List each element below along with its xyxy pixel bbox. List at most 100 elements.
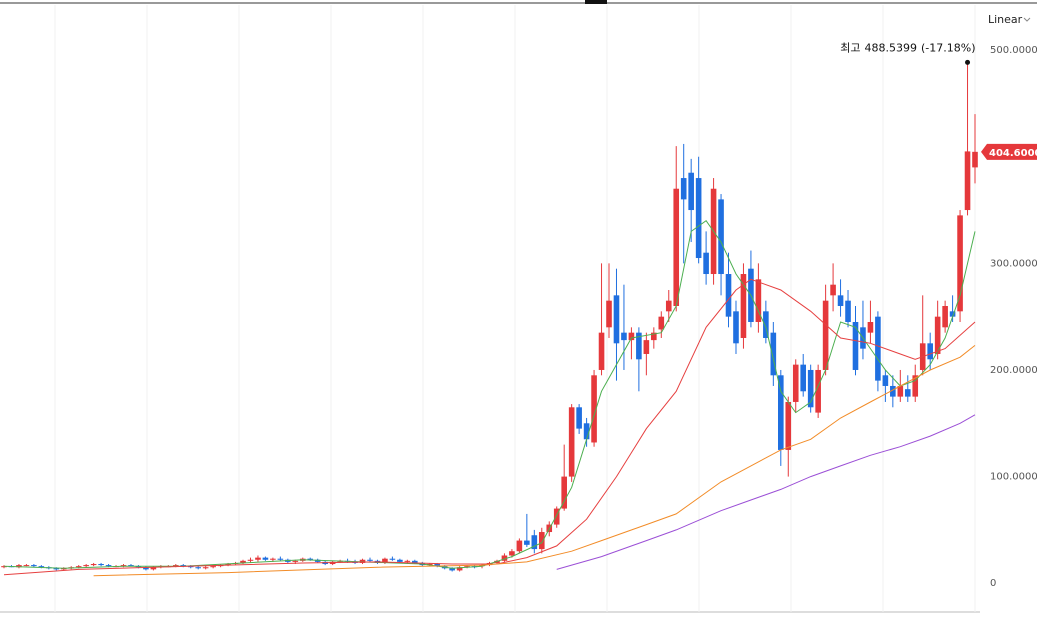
- high-annotation-label: 최고: [840, 41, 860, 54]
- candle-body: [882, 375, 889, 386]
- candle-body: [897, 385, 904, 397]
- candle-body: [972, 151, 978, 168]
- candle-body: [755, 279, 762, 322]
- candle-body: [830, 284, 836, 296]
- candle-body: [412, 560, 418, 563]
- candle-body: [964, 151, 971, 211]
- candle-body: [225, 564, 231, 566]
- y-tick-label: 200.0000: [990, 365, 1037, 376]
- candle-body: [792, 364, 799, 402]
- candle-body: [501, 555, 508, 561]
- candle-body: [434, 564, 441, 567]
- candle-body: [553, 508, 560, 525]
- candle-body: [770, 332, 777, 376]
- current-price-tag: [981, 143, 1037, 160]
- candle-body: [643, 340, 650, 354]
- candle-body: [277, 558, 284, 560]
- candle-body: [695, 178, 702, 259]
- candle-body: [307, 558, 314, 560]
- candle-body: [807, 369, 814, 408]
- candle-body: [822, 300, 829, 370]
- candle-body: [867, 321, 874, 333]
- candle-body: [777, 375, 784, 450]
- candle-body: [688, 172, 694, 211]
- candle-body: [568, 407, 575, 477]
- candle-body: [292, 560, 299, 562]
- candle-body: [479, 565, 485, 567]
- candle-body: [262, 557, 269, 560]
- candle-body: [934, 316, 941, 354]
- candle-body: [949, 311, 956, 317]
- candle-body: [16, 565, 22, 568]
- candle-body: [665, 300, 672, 312]
- candle-body: [598, 332, 605, 370]
- candle-body: [404, 560, 411, 562]
- candle-body: [449, 568, 455, 571]
- candle-body: [359, 559, 366, 563]
- candle-body: [890, 385, 896, 397]
- candle-body: [718, 199, 724, 275]
- candle-body: [875, 316, 881, 381]
- candle-body: [83, 565, 89, 567]
- candle-body: [509, 551, 515, 556]
- candle-body: [150, 567, 157, 570]
- candle-body: [725, 274, 732, 317]
- candle-body: [464, 566, 470, 568]
- candle-body: [90, 564, 97, 566]
- y-tick-label: 500.0000: [990, 45, 1037, 56]
- moving-average-line: [556, 414, 976, 570]
- candle-body: [740, 274, 747, 338]
- y-tick-label: 100.0000: [990, 472, 1037, 483]
- candle-body: [957, 215, 963, 312]
- candle-body: [524, 540, 530, 545]
- dropdown-caret[interactable]: [1023, 17, 1031, 22]
- candle-body: [270, 558, 276, 560]
- candle-body: [247, 559, 254, 561]
- scale-button-label[interactable]: Linear: [988, 13, 1023, 26]
- candle-body: [367, 559, 373, 561]
- candle-body: [576, 407, 582, 429]
- y-tick-label: 300.0000: [990, 258, 1037, 269]
- candle-body: [60, 568, 67, 570]
- scale-button[interactable]: Linear: [988, 13, 1031, 26]
- candle-body: [613, 295, 620, 344]
- candle-body: [98, 564, 104, 566]
- candle-body: [75, 566, 82, 568]
- candle-body: [210, 566, 216, 568]
- candle-body: [382, 558, 388, 563]
- candle-body: [195, 567, 202, 569]
- candle-body: [636, 332, 642, 360]
- candle-body: [621, 332, 627, 341]
- candle-body: [845, 300, 851, 322]
- candle-body: [120, 565, 127, 567]
- candle-body: [942, 306, 948, 328]
- candle-body: [38, 566, 45, 568]
- candle-body: [143, 567, 149, 570]
- candle-body: [172, 565, 179, 567]
- candle-body: [456, 567, 463, 571]
- candle-body: [800, 364, 807, 392]
- high-annotation: 최고 488.5399 (-17.18%): [840, 41, 975, 54]
- candle-body: [516, 540, 523, 552]
- candle-body: [128, 565, 134, 567]
- candle-body: [912, 375, 919, 397]
- high-annotation-value-label: 488.5399: [865, 41, 918, 54]
- candle-body: [426, 564, 433, 566]
- candle-body: [680, 178, 687, 200]
- candle-body: [763, 311, 769, 338]
- moving-average-line: [93, 345, 976, 577]
- candle-body: [904, 389, 911, 397]
- candle-body: [628, 332, 635, 341]
- candle-body: [837, 295, 844, 306]
- candle-body: [180, 565, 187, 567]
- candle-body: [23, 565, 30, 567]
- candle-body: [255, 557, 261, 560]
- moving-average-line: [3, 219, 976, 569]
- current-price-label: 404.6000: [989, 148, 1037, 159]
- candle-body: [591, 375, 597, 443]
- candle-body: [31, 565, 37, 567]
- high-annotation-change-label: (-17.18%): [921, 41, 976, 54]
- candle-body: [53, 568, 60, 570]
- scroll-handle: [585, 0, 607, 4]
